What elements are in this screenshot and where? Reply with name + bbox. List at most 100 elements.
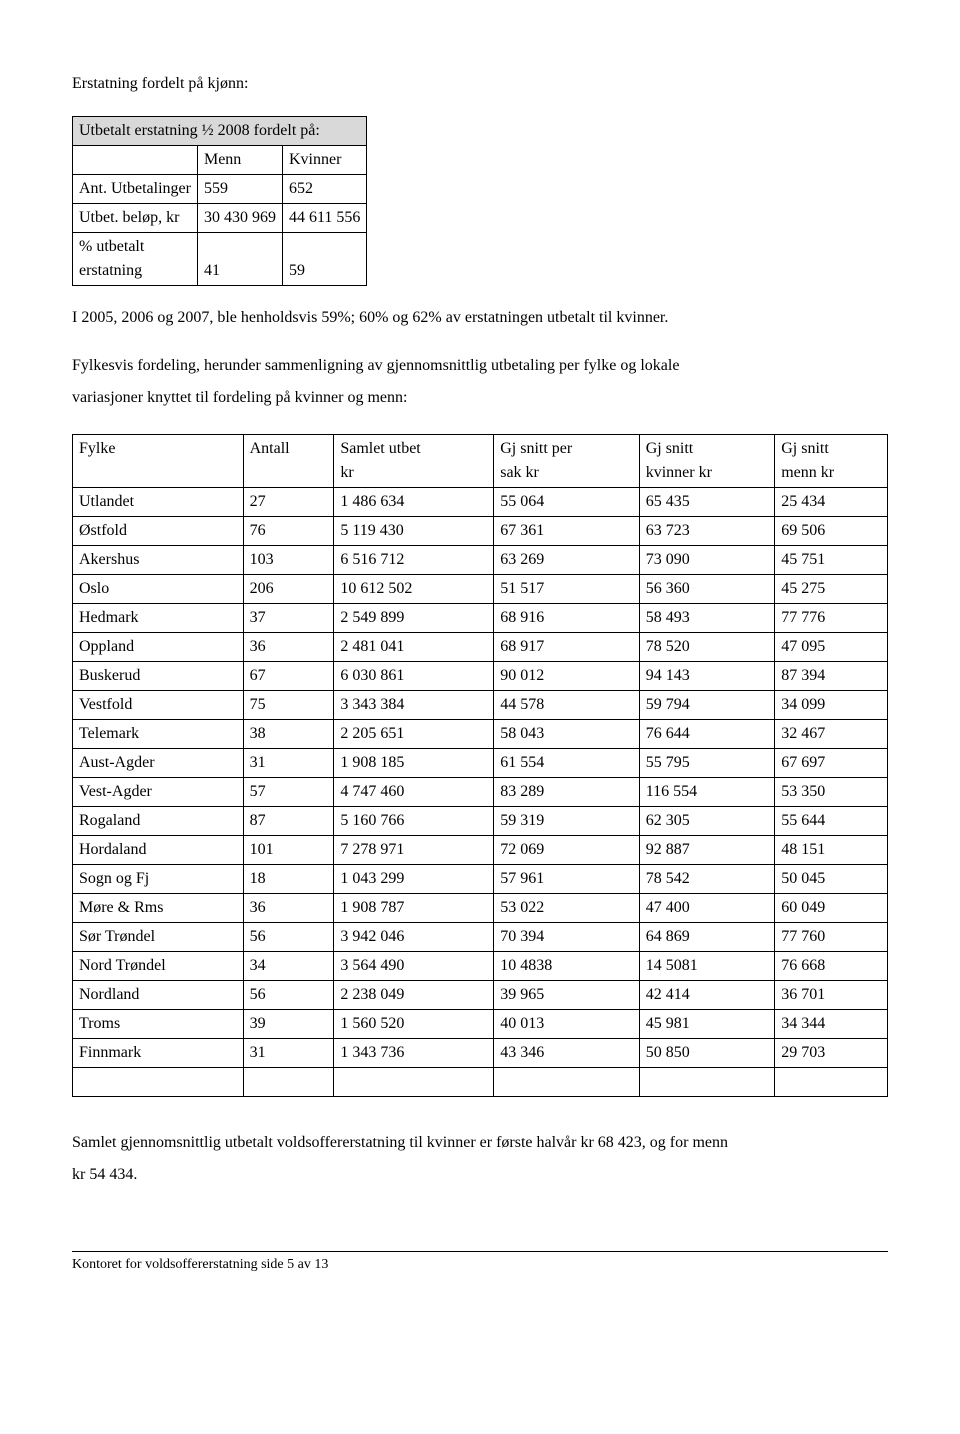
- table-cell: 59 794: [639, 691, 775, 720]
- table-cell: 90 012: [494, 662, 639, 691]
- table-cell: 65 435: [639, 488, 775, 517]
- table-cell: 42 414: [639, 981, 775, 1010]
- table-cell: Troms: [73, 1010, 244, 1039]
- table-cell: 3 343 384: [334, 691, 494, 720]
- table-cell: 45 275: [775, 575, 888, 604]
- table-cell: 69 506: [775, 517, 888, 546]
- t2-empty: [73, 1068, 244, 1097]
- table-row: Oslo20610 612 50251 51756 36045 275: [73, 575, 888, 604]
- table-cell: 18: [243, 865, 334, 894]
- table-cell: 1 560 520: [334, 1010, 494, 1039]
- table-cell: 55 644: [775, 807, 888, 836]
- table-cell: 68 917: [494, 633, 639, 662]
- table-cell: 59 319: [494, 807, 639, 836]
- table-cell: 67 697: [775, 749, 888, 778]
- table-cell: 6 516 712: [334, 546, 494, 575]
- table-cell: 101: [243, 836, 334, 865]
- table-cell: 6 030 861: [334, 662, 494, 691]
- table-cell: 5 160 766: [334, 807, 494, 836]
- t1-r3-label: % utbetalterstatning: [73, 233, 198, 286]
- table-cell: 1 486 634: [334, 488, 494, 517]
- table-cell: 1 343 736: [334, 1039, 494, 1068]
- table-cell: 10 4838: [494, 952, 639, 981]
- para-1: I 2005, 2006 og 2007, ble henholdsvis 59…: [72, 306, 888, 330]
- table-cell: 55 795: [639, 749, 775, 778]
- t1-r2-label: Utbet. beløp, kr: [73, 204, 198, 233]
- table-cell: 94 143: [639, 662, 775, 691]
- table-row: Utlandet271 486 63455 06465 43525 434: [73, 488, 888, 517]
- t1-r3-c2: 59: [282, 233, 366, 286]
- t2-h3: Samlet utbetkr: [334, 435, 494, 488]
- gender-table: Utbetalt erstatning ½ 2008 fordelt på: M…: [72, 116, 367, 286]
- table-row: Sør Trøndel563 942 04670 39464 86977 760: [73, 923, 888, 952]
- table-cell: 47 400: [639, 894, 775, 923]
- table-cell: Vestfold: [73, 691, 244, 720]
- table-cell: Buskerud: [73, 662, 244, 691]
- table-cell: 31: [243, 1039, 334, 1068]
- table-row: Oppland362 481 04168 91778 52047 095: [73, 633, 888, 662]
- table-cell: 5 119 430: [334, 517, 494, 546]
- table-row: Rogaland875 160 76659 31962 30555 644: [73, 807, 888, 836]
- table-cell: 7 278 971: [334, 836, 494, 865]
- table-cell: 39 965: [494, 981, 639, 1010]
- para-2: Fylkesvis fordeling, herunder sammenlign…: [72, 350, 888, 414]
- table-cell: 87 394: [775, 662, 888, 691]
- table-cell: 45 751: [775, 546, 888, 575]
- table-cell: Akershus: [73, 546, 244, 575]
- table-cell: 3 564 490: [334, 952, 494, 981]
- table-cell: 43 346: [494, 1039, 639, 1068]
- t1-col-menn: Menn: [197, 146, 282, 175]
- table-row: Aust-Agder311 908 18561 55455 79567 697: [73, 749, 888, 778]
- table-cell: Oslo: [73, 575, 244, 604]
- table-cell: 57 961: [494, 865, 639, 894]
- table-cell: 67: [243, 662, 334, 691]
- table-cell: 4 747 460: [334, 778, 494, 807]
- t1-col-kvinner: Kvinner: [282, 146, 366, 175]
- table-cell: 55 064: [494, 488, 639, 517]
- table-cell: 58 043: [494, 720, 639, 749]
- table-cell: 27: [243, 488, 334, 517]
- table-cell: 50 850: [639, 1039, 775, 1068]
- t2-h2: Antall: [243, 435, 334, 488]
- table-cell: 64 869: [639, 923, 775, 952]
- table-cell: 36: [243, 633, 334, 662]
- table-cell: 2 481 041: [334, 633, 494, 662]
- table-row: Telemark382 205 65158 04376 64432 467: [73, 720, 888, 749]
- table-row: Nord Trøndel343 564 49010 483814 508176 …: [73, 952, 888, 981]
- table-cell: Vest-Agder: [73, 778, 244, 807]
- table-cell: Telemark: [73, 720, 244, 749]
- table-cell: 51 517: [494, 575, 639, 604]
- t1-r1-label: Ant. Utbetalinger: [73, 175, 198, 204]
- table-cell: 34 344: [775, 1010, 888, 1039]
- table-cell: 53 350: [775, 778, 888, 807]
- t1-blank: [73, 146, 198, 175]
- table-cell: Møre & Rms: [73, 894, 244, 923]
- table-row: Vest-Agder574 747 46083 289116 55453 350: [73, 778, 888, 807]
- table-cell: 50 045: [775, 865, 888, 894]
- table-cell: 58 493: [639, 604, 775, 633]
- table-cell: 56: [243, 981, 334, 1010]
- t2-h4: Gj snitt persak kr: [494, 435, 639, 488]
- table-row: Nordland562 238 04939 96542 41436 701: [73, 981, 888, 1010]
- table-row: Møre & Rms361 908 78753 02247 40060 049: [73, 894, 888, 923]
- table-cell: 56: [243, 923, 334, 952]
- table-cell: 87: [243, 807, 334, 836]
- table-cell: 39: [243, 1010, 334, 1039]
- table-cell: 116 554: [639, 778, 775, 807]
- table-cell: Hedmark: [73, 604, 244, 633]
- t1-r2-c2: 44 611 556: [282, 204, 366, 233]
- table-cell: 76 644: [639, 720, 775, 749]
- table-cell: 36: [243, 894, 334, 923]
- table-cell: Finnmark: [73, 1039, 244, 1068]
- table-cell: Sogn og Fj: [73, 865, 244, 894]
- table-cell: Hordaland: [73, 836, 244, 865]
- table-cell: Rogaland: [73, 807, 244, 836]
- table-cell: 53 022: [494, 894, 639, 923]
- table-cell: Østfold: [73, 517, 244, 546]
- table-row: Akershus1036 516 71263 26973 09045 751: [73, 546, 888, 575]
- table-cell: 25 434: [775, 488, 888, 517]
- t1-r3-c1: 41: [197, 233, 282, 286]
- table-row: Finnmark311 343 73643 34650 85029 703: [73, 1039, 888, 1068]
- t1-r1-c2: 652: [282, 175, 366, 204]
- page-footer: Kontoret for voldsoffererstatning side 5…: [72, 1251, 888, 1275]
